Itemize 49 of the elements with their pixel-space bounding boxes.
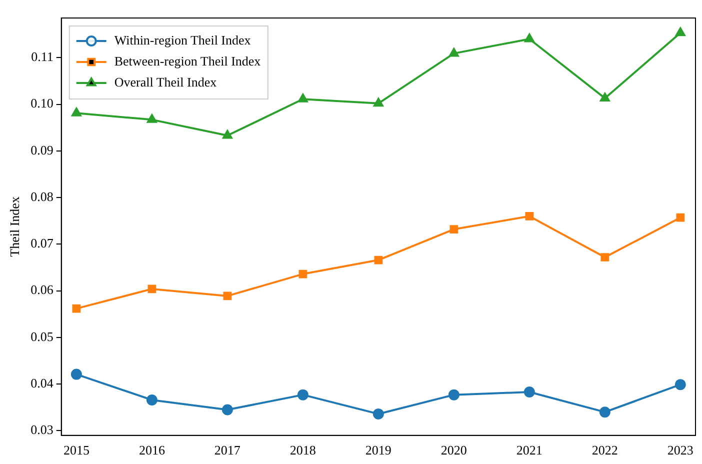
point — [674, 379, 686, 390]
point — [374, 256, 383, 264]
x-tick-label: 2019 — [365, 442, 392, 458]
point — [72, 108, 82, 116]
y-tick-label: 0.10 — [30, 96, 54, 111]
y-tick-label: 0.05 — [30, 328, 54, 344]
point — [70, 368, 82, 380]
y-tick-label: 0.11 — [31, 49, 54, 64]
y-tick-label: 0.09 — [30, 142, 54, 158]
point — [222, 404, 233, 416]
point — [525, 212, 534, 220]
x-tick-label: 2021 — [516, 442, 542, 458]
legend-label: Within-region Theil Index — [114, 32, 252, 48]
x-tick-label: 2020 — [440, 442, 467, 458]
point — [146, 394, 158, 406]
point — [524, 386, 535, 398]
point — [222, 130, 232, 139]
y-tick-label: 0.06 — [30, 282, 54, 298]
point — [599, 406, 610, 418]
point — [298, 270, 308, 278]
y-tick-label: 0.03 — [30, 422, 54, 438]
point — [450, 225, 458, 234]
x-tick-label: 2015 — [63, 442, 90, 458]
point — [147, 114, 157, 123]
x-tick-label: 2022 — [592, 442, 618, 458]
legend-label: Overall Theil Index — [114, 74, 218, 90]
y-tick-label: 0.07 — [30, 236, 54, 251]
x-tick-label: 2023 — [667, 442, 694, 458]
point — [297, 389, 308, 400]
point — [449, 48, 459, 57]
point — [148, 284, 156, 294]
x-tick-label: 2016 — [138, 442, 166, 458]
point — [676, 27, 686, 36]
point — [374, 98, 384, 107]
x-tick-label: 2018 — [290, 442, 316, 458]
y-axis-title: Theil Index — [7, 196, 22, 257]
point — [600, 92, 610, 102]
point — [676, 213, 685, 222]
point — [448, 389, 460, 400]
y-tick-label: 0.04 — [30, 376, 54, 391]
point — [372, 408, 384, 420]
x-tick-label: 2017 — [214, 442, 241, 458]
point — [298, 94, 308, 102]
point — [223, 292, 232, 300]
point — [600, 253, 610, 262]
y-tick-label: 0.08 — [30, 188, 54, 204]
legend-label: Between-region Theil Index — [114, 53, 262, 68]
point — [524, 33, 534, 42]
point — [72, 304, 81, 313]
